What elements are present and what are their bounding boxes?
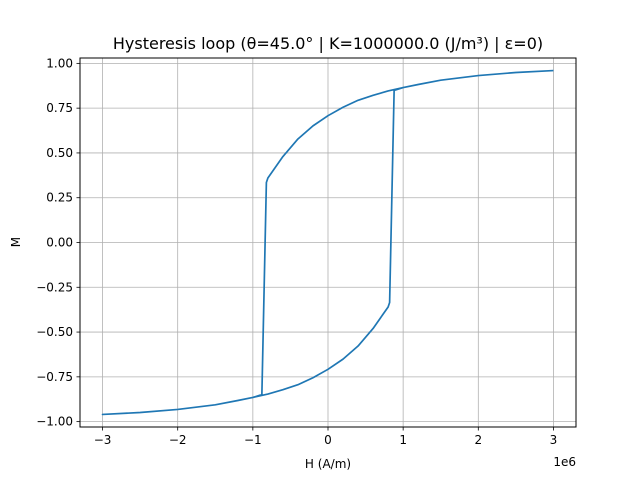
y-tick-label: 0.75 [46, 101, 73, 115]
grid-layer [80, 58, 576, 427]
y-tick-label: −1.00 [36, 415, 73, 429]
y-tick-label: −0.25 [36, 280, 73, 294]
y-axis-label: M [9, 237, 23, 247]
series-layer [101, 69, 554, 416]
x-tick-label: −3 [94, 433, 112, 447]
x-axis-label: H (A/m) [305, 457, 351, 471]
y-tick-label: 0.50 [46, 146, 73, 160]
y-tick-label: 1.00 [46, 56, 73, 70]
x-tick-label: −1 [244, 433, 262, 447]
x-tick-label: 0 [324, 433, 332, 447]
x-tick-label: 2 [474, 433, 482, 447]
chart-title: Hysteresis loop (θ=45.0° | K=1000000.0 (… [113, 34, 543, 53]
x-tick-label: −2 [169, 433, 187, 447]
x-offset-label: 1e6 [553, 455, 576, 469]
hysteresis-curve [101, 69, 554, 416]
x-tick-label: 1 [399, 433, 407, 447]
y-tick-label: 0.25 [46, 191, 73, 205]
y-tick-label: −0.75 [36, 370, 73, 384]
x-tick-label: 3 [550, 433, 558, 447]
y-tick-label: 0.00 [46, 236, 73, 250]
y-tick-label: −0.50 [36, 325, 73, 339]
tick-layer: −3 −2 −1 0 1 2 3 −1.00 −0.75 −0.50 −0.25 0.00 0.25 0.… [36, 56, 557, 447]
